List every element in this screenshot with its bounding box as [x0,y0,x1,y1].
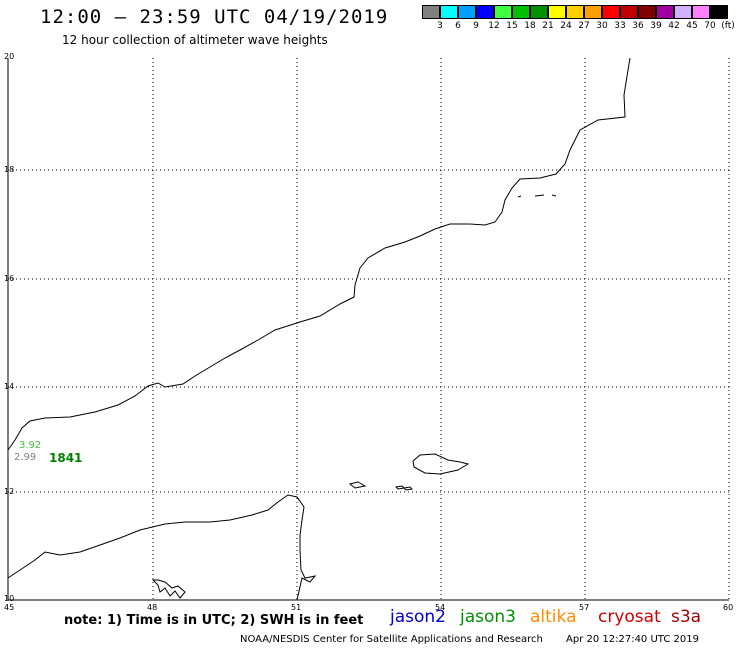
legend-swatch [638,5,656,19]
islet-1 [348,481,367,489]
legend-swatch [494,5,512,19]
y-tick-10: 10 [4,594,15,603]
legend-swatch [656,5,674,19]
legend-label: 18 [524,21,536,31]
y-tick-12: 12 [4,487,15,496]
graticule [8,58,730,600]
legend-label: 33 [614,21,626,31]
x-tick-45: 45 [4,603,15,612]
islet-2 [394,485,406,490]
generation-timestamp: Apr 20 12:27:40 UTC 2019 [566,634,699,645]
y-tick-20: 20 [4,52,15,61]
legend-label: 27 [578,21,590,31]
satellite-altika: altika [530,607,577,627]
islet-3 [402,486,414,491]
legend-label: 12 [488,21,500,31]
legend-swatch [620,5,638,19]
legend-label: (ft) [721,21,735,31]
y-tick-18: 18 [4,165,15,174]
legend-swatch [674,5,692,19]
x-tick-54: 54 [435,603,446,612]
legend-swatch [548,5,566,19]
legend-swatch [440,5,458,19]
legend-swatch [584,5,602,19]
legend-swatch [692,5,710,19]
y-tick-14: 14 [4,382,15,391]
legend-label: 70 [704,21,716,31]
credit-line: NOAA/NESDIS Center for Satellite Applica… [240,634,543,645]
legend-label: 21 [542,21,554,31]
legend-swatches [422,5,728,19]
legend-label: 9 [473,21,479,31]
legend-label: 24 [560,21,572,31]
legend-swatch [458,5,476,19]
swh-value-2: 2.99 [14,452,37,463]
x-tick-48: 48 [147,603,158,612]
x-tick-57: 57 [579,603,590,612]
coastlines [7,57,729,601]
x-tick-51: 51 [291,603,302,612]
satellite-cryosat: cryosat [598,607,661,627]
legend-label: 42 [668,21,680,31]
legend-label: 39 [650,21,662,31]
x-tick-60: 60 [723,603,734,612]
swh-value-1: 3.92 [19,440,42,451]
satellite-s3a: s3a [671,607,702,627]
legend-labels: 3 6 9 12 15 18 21 24 27 30 33 36 39 42 45 70 (ft) [422,19,735,33]
y-tick-16: 16 [4,274,15,283]
legend-label: 36 [632,21,644,31]
footer-note: note: 1) Time is in UTC; 2) SWH is in fe… [64,613,364,628]
legend-label: 45 [686,21,698,31]
coastline-horn-of-africa [7,494,317,601]
legend-swatch [530,5,548,19]
legend-swatch [422,5,440,19]
wave-height-legend: 3 6 9 12 15 18 21 24 27 30 33 36 39 42 45 70 (ft) [422,5,735,33]
socotra-island [412,453,470,475]
kuria-muria-islands [517,194,557,198]
legend-label: 3 [437,21,443,31]
seychelles-reef [151,579,186,599]
legend-swatch [710,5,728,19]
legend-label: 6 [455,21,461,31]
page-subtitle: 12 hour collection of altimeter wave hei… [62,33,328,47]
legend-swatch [602,5,620,19]
page-title: 12:00 – 23:59 UTC 04/19/2019 [40,6,389,28]
coastline-arabian-peninsula [7,57,631,451]
legend-label: 30 [596,21,608,31]
pass-time-label: 1841 [49,451,83,465]
satellite-jason3: jason3 [460,607,516,627]
legend-swatch [512,5,530,19]
satellite-jason2: jason2 [390,607,446,627]
legend-swatch [476,5,494,19]
legend-label: 15 [506,21,518,31]
legend-swatch [566,5,584,19]
